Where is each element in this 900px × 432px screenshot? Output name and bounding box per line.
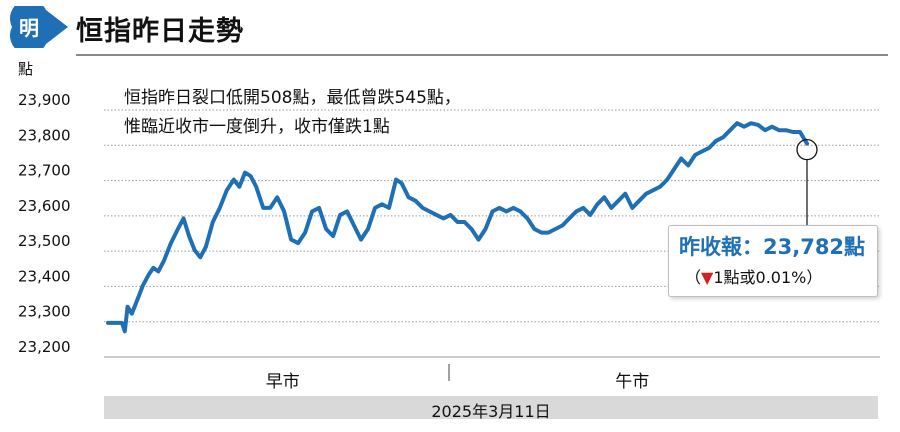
- paren-close: ）: [806, 268, 823, 287]
- y-tick-label: 23,500: [18, 232, 71, 250]
- y-tick-label: 23,200: [18, 338, 71, 356]
- y-tick-label: 23,900: [18, 91, 71, 109]
- y-tick-labels: 23,200 23,300 23,400 23,500 23,600 23,700 23,8…: [18, 91, 71, 356]
- date-bar: 2025年3月11日: [104, 396, 878, 421]
- y-tick-label: 23,300: [18, 303, 71, 321]
- annotation-line-2: 惟臨近收市一度倒升，收市僅跌1點: [124, 117, 390, 137]
- title-divider: [76, 54, 888, 56]
- page-title: 恒指昨日走勢: [76, 16, 244, 47]
- y-tick-label: 23,700: [18, 162, 71, 180]
- y-tick-label: 23,400: [18, 267, 71, 285]
- down-arrow-icon: ▼: [701, 268, 714, 287]
- hsi-line: [106, 121, 809, 334]
- annotation-line-1: 恒指昨日裂口低開508點，最低曾跌545點，: [124, 88, 461, 108]
- paren-open: （: [685, 268, 702, 287]
- close-marker-layer: [796, 138, 818, 226]
- close-callout: 昨收報：23,782點 （▼1點或0.01%）: [668, 225, 878, 297]
- ming-pao-logo: 明: [10, 6, 68, 48]
- gridlines: [104, 109, 880, 358]
- series-layer: [106, 121, 809, 334]
- title-bar: 明 恒指昨日走勢: [0, 0, 900, 56]
- close-change: （▼1點或0.01%）: [685, 264, 822, 288]
- trading-date: 2025年3月11日: [431, 402, 551, 421]
- logo-char: 明: [19, 16, 39, 40]
- session-label: 早市: [266, 372, 300, 392]
- chart-annotation: 恒指昨日裂口低開508點，最低曾跌545點， 惟臨近收市一度倒升，收市僅跌1點: [124, 84, 461, 142]
- session-labels: 早市 午市: [266, 364, 649, 392]
- y-tick-label: 23,600: [18, 197, 71, 215]
- session-label: 午市: [615, 372, 649, 392]
- close-value: 昨收報：23,782點: [679, 235, 866, 259]
- change-text: 1點或0.01%: [713, 268, 807, 287]
- y-tick-label: 23,800: [18, 126, 71, 144]
- y-axis-unit-label: 點: [18, 60, 33, 78]
